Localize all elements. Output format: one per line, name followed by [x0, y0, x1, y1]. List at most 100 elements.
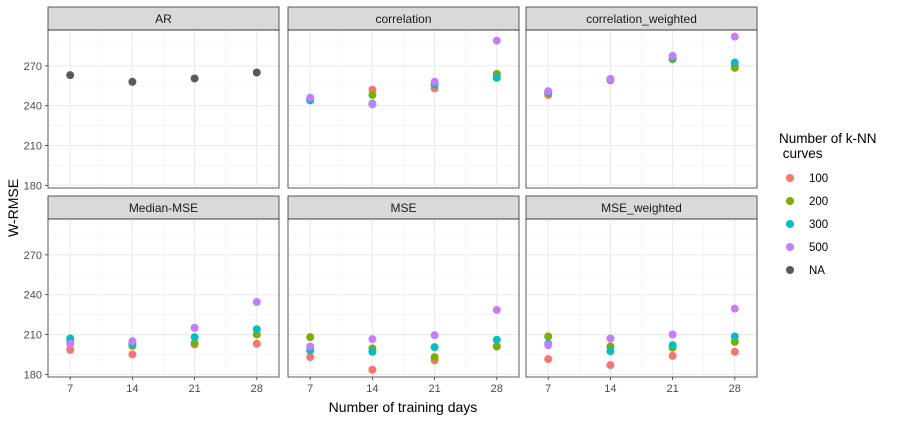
x-tick-label: 21	[188, 383, 200, 395]
y-tick-label: 240	[24, 290, 42, 302]
x-tick-label: 14	[366, 383, 378, 395]
series-500	[66, 297, 261, 348]
y-tick-label: 240	[24, 101, 42, 113]
x-tick-label: 7	[307, 383, 313, 395]
facet-title: correlation_weighted	[586, 12, 697, 26]
x-tick-label: 21	[666, 383, 678, 395]
legend-entry-na: NA	[786, 265, 825, 277]
legend-entry-500: 500	[786, 242, 828, 254]
data-point	[544, 332, 553, 341]
y-tick-label: 210	[24, 330, 42, 342]
y-tick-label: 180	[24, 180, 42, 192]
x-axis-ticks: 7 14 21 28 7 14 21 28 7 14 21 28	[67, 377, 741, 395]
panel-border	[525, 218, 758, 378]
legend-entry-300: 300	[786, 219, 828, 231]
data-point	[492, 342, 501, 351]
data-point	[306, 353, 315, 362]
data-point	[544, 341, 553, 350]
data-point	[730, 332, 739, 341]
data-point	[306, 333, 315, 342]
data-point	[190, 333, 199, 342]
facet-title: Median-MSE	[129, 201, 198, 215]
legend-entry-100: 100	[786, 173, 828, 185]
data-point	[368, 100, 377, 109]
data-point	[252, 325, 261, 334]
x-tick-label: 7	[545, 383, 551, 395]
facet-title: correlation	[375, 12, 431, 26]
data-point	[730, 304, 739, 313]
data-point	[668, 51, 677, 60]
data-point	[190, 339, 199, 348]
x-tick-label: 28	[491, 383, 503, 395]
series-na	[66, 68, 261, 86]
legend: Number of k-NN curves 100 200 300 500 NA	[779, 131, 877, 277]
legend-key-marker	[786, 243, 794, 251]
data-point	[492, 36, 501, 45]
legend-title-line-1: Number of k-NN	[779, 131, 877, 146]
data-point	[730, 32, 739, 41]
legend-label: 100	[809, 173, 828, 185]
data-point	[492, 335, 501, 344]
data-point	[430, 343, 439, 352]
data-point	[492, 305, 501, 314]
data-point	[252, 68, 261, 77]
data-point	[544, 355, 553, 364]
data-point	[128, 350, 137, 359]
y-tick-label: 270	[24, 250, 42, 262]
data-point	[128, 77, 137, 86]
series-500	[306, 305, 501, 351]
data-point	[66, 71, 75, 80]
data-point	[306, 93, 315, 102]
series-500	[306, 36, 501, 109]
data-point	[306, 342, 315, 351]
facet-title: AR	[155, 12, 172, 26]
data-point	[252, 297, 261, 306]
data-point	[606, 347, 615, 356]
legend-entry-200: 200	[786, 196, 828, 208]
x-tick-label: 21	[428, 383, 440, 395]
data-point	[668, 351, 677, 360]
facet-panel-median-mse: Median-MSE	[47, 195, 280, 378]
data-point	[368, 335, 377, 344]
y-tick-label: 210	[24, 141, 42, 153]
data-point	[252, 339, 261, 348]
x-tick-label: 28	[251, 383, 263, 395]
legend-label: NA	[809, 265, 825, 277]
facet-title: MSE	[390, 201, 416, 215]
legend-title-line-2: curves	[779, 146, 823, 161]
data-point	[730, 347, 739, 356]
legend-key-marker	[786, 220, 794, 228]
legend-label: 200	[809, 196, 828, 208]
data-point	[730, 58, 739, 67]
data-point	[66, 339, 75, 348]
legend-label: 500	[809, 242, 828, 254]
data-point	[190, 74, 199, 83]
facet-panel-mse: MSE	[287, 195, 520, 378]
x-tick-label: 7	[67, 383, 73, 395]
facet-panel-mse-weighted: MSE_weighted	[525, 195, 758, 378]
data-point	[606, 334, 615, 343]
x-tick-label: 14	[604, 383, 616, 395]
facet-panel-correlation: correlation	[287, 6, 520, 189]
facet-panel-ar: AR	[47, 6, 280, 189]
panel-border	[47, 29, 280, 189]
panel-border	[287, 29, 520, 189]
data-point	[606, 361, 615, 370]
series-100	[544, 347, 739, 370]
data-point	[368, 91, 377, 100]
y-tick-label: 270	[24, 61, 42, 73]
legend-key-marker	[786, 266, 794, 274]
data-point	[66, 345, 75, 354]
series-500	[544, 304, 739, 350]
facet-panels: AR correlation correlation_weighted Median-…	[47, 6, 758, 378]
x-tick-label: 14	[126, 383, 138, 395]
data-point	[368, 347, 377, 356]
series-500	[544, 32, 739, 96]
legend-key-marker	[786, 197, 794, 205]
legend-keys: 100 200 300 500 NA	[786, 173, 828, 277]
data-point	[430, 353, 439, 362]
y-tick-label: 180	[24, 369, 42, 381]
data-point	[492, 73, 501, 82]
data-point	[544, 87, 553, 96]
